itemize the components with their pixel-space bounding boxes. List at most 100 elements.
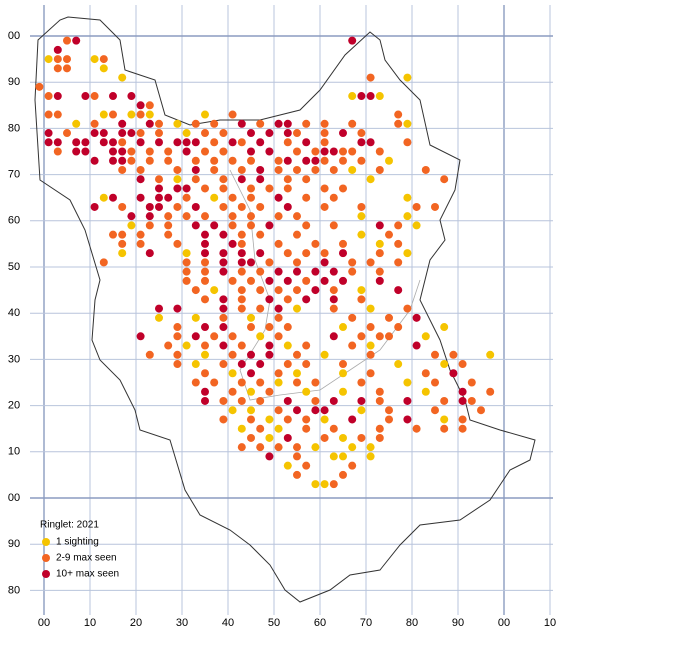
- record-dot: [311, 396, 320, 405]
- legend-label: 1 sighting: [56, 537, 99, 548]
- record-dot: [256, 202, 265, 211]
- record-dot: [339, 276, 347, 285]
- record-dot: [237, 175, 246, 184]
- record-dot: [256, 138, 265, 147]
- record-dot: [403, 378, 412, 387]
- record-dot: [293, 470, 301, 479]
- record-dot: [302, 341, 311, 350]
- record-dot: [311, 406, 320, 415]
- record-dot: [320, 276, 329, 285]
- x-label: 10: [84, 617, 96, 629]
- record-dot: [145, 350, 154, 359]
- record-dot: [247, 276, 255, 285]
- record-dot: [403, 119, 412, 128]
- record-dot: [283, 129, 292, 138]
- record-dot: [348, 147, 357, 156]
- record-dot: [366, 92, 375, 101]
- record-dot: [228, 406, 237, 415]
- record-dot: [357, 230, 366, 239]
- x-label: 30: [176, 617, 188, 629]
- record-dot: [247, 184, 255, 193]
- record-dot: [127, 221, 136, 230]
- record-dot: [403, 249, 412, 258]
- record-dot: [155, 193, 163, 202]
- record-dot: [293, 406, 301, 415]
- record-dot: [329, 452, 338, 461]
- record-dot: [201, 387, 209, 396]
- record-dot: [283, 323, 292, 332]
- record-dot: [320, 147, 329, 156]
- record-dot: [302, 295, 311, 304]
- record-dot: [35, 82, 44, 91]
- record-dot: [145, 221, 154, 230]
- record-dot: [329, 480, 338, 489]
- record-dot: [63, 55, 71, 64]
- record-dot: [155, 313, 163, 322]
- record-dot: [357, 406, 366, 415]
- legend: Ringlet: 2021 1 sighting 2-9 max seen 10+ m…: [40, 520, 119, 580]
- record-dot: [99, 129, 108, 138]
- record-dot: [210, 165, 219, 174]
- record-dot: [357, 156, 366, 165]
- record-dot: [265, 295, 274, 304]
- record-dot: [118, 239, 127, 248]
- record-dot: [256, 267, 265, 276]
- record-dot: [265, 415, 274, 424]
- record-dot: [136, 110, 145, 119]
- record-dot: [182, 147, 191, 156]
- record-dot: [44, 129, 53, 138]
- record-dot: [155, 184, 163, 193]
- record-dot: [173, 138, 182, 147]
- record-dot: [320, 406, 329, 415]
- record-dot: [99, 193, 108, 202]
- record-dot: [283, 396, 292, 405]
- record-dot: [357, 202, 366, 211]
- record-dot: [118, 147, 127, 156]
- record-dot: [118, 249, 127, 258]
- record-dot: [191, 138, 200, 147]
- record-dot: [228, 193, 237, 202]
- record-dot: [320, 480, 329, 489]
- record-dot: [136, 138, 145, 147]
- record-dot: [293, 378, 301, 387]
- record-dot: [302, 424, 311, 433]
- record-dot: [99, 64, 108, 73]
- record-dot: [201, 239, 209, 248]
- record-dot: [173, 119, 182, 128]
- record-dot: [53, 92, 62, 101]
- y-label: 70: [8, 169, 20, 181]
- record-dot: [201, 350, 209, 359]
- record-dot: [247, 387, 255, 396]
- record-dot: [228, 332, 237, 341]
- record-dot: [247, 156, 255, 165]
- record-dot: [237, 165, 246, 174]
- record-dot: [173, 323, 182, 332]
- record-dot: [320, 202, 329, 211]
- record-dot: [329, 165, 338, 174]
- record-dot: [247, 406, 255, 415]
- record-dot: [201, 249, 209, 258]
- record-dot: [375, 92, 384, 101]
- record-dot: [403, 212, 412, 221]
- record-dot: [366, 341, 375, 350]
- x-label: 20: [130, 617, 142, 629]
- record-dot: [127, 129, 136, 138]
- record-dot: [394, 360, 403, 369]
- record-dot: [99, 55, 108, 64]
- record-dot: [109, 230, 117, 239]
- y-label: 40: [8, 307, 20, 319]
- record-dot: [136, 165, 145, 174]
- record-dot: [237, 443, 246, 452]
- record-dot: [293, 267, 301, 276]
- record-dot: [228, 369, 237, 378]
- record-dot: [348, 313, 357, 322]
- record-dot: [320, 249, 329, 258]
- record-dot: [256, 249, 265, 258]
- record-dot: [201, 396, 209, 405]
- record-dot: [63, 64, 71, 73]
- record-dot: [302, 360, 311, 369]
- record-dot: [274, 239, 283, 248]
- record-dot: [366, 73, 375, 82]
- record-dot: [237, 202, 246, 211]
- record-dot: [201, 323, 209, 332]
